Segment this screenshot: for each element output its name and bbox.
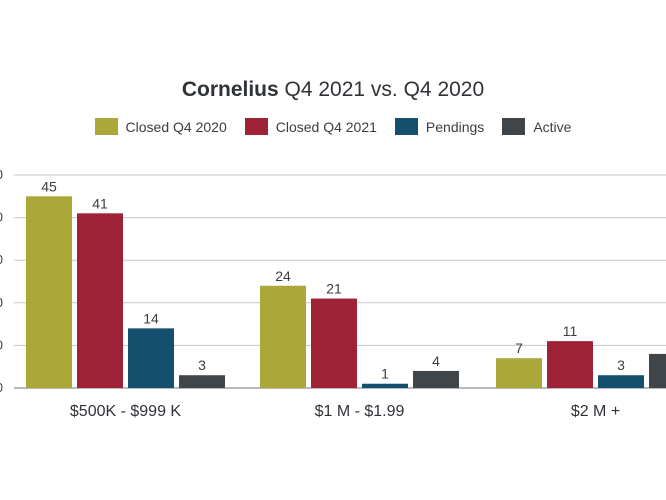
data-label: 41	[92, 195, 108, 211]
bar	[179, 375, 225, 388]
legend-swatch	[502, 118, 526, 135]
bar	[496, 358, 542, 388]
legend-label: Closed Q4 2020	[125, 118, 227, 135]
legend-item-0: Closed Q4 2020	[94, 118, 227, 135]
data-label: 4	[432, 353, 440, 369]
legend-item-1: Closed Q4 2021	[244, 118, 377, 135]
x-category-label: $500K - $999 K	[70, 403, 182, 420]
data-label: 24	[275, 268, 291, 284]
bar	[77, 213, 123, 388]
legend-item-2: Pendings	[394, 118, 485, 135]
bar	[413, 370, 459, 388]
x-category-label: $2 M +	[571, 403, 620, 420]
y-tick-label: 0	[0, 167, 3, 182]
chart-title-rest: Q4 2021 vs. Q4 2020	[284, 78, 485, 101]
data-label: 3	[198, 357, 206, 373]
legend-swatch	[94, 118, 118, 135]
bar	[260, 285, 306, 388]
bar	[311, 298, 357, 388]
chart-title: Cornelius Q4 2021 vs. Q4 2020	[0, 78, 666, 102]
legend-label: Closed Q4 2021	[275, 118, 377, 135]
legend-item-3: Active	[502, 118, 571, 135]
data-label: 21	[326, 281, 342, 297]
bar	[547, 341, 593, 388]
chart-title-bold: Cornelius	[181, 78, 279, 101]
data-label: 11	[563, 323, 578, 339]
bar	[362, 383, 408, 388]
bar	[598, 375, 644, 388]
legend-swatch	[244, 118, 268, 135]
legend-label: Active	[533, 118, 572, 135]
y-tick-label: 0	[0, 380, 3, 395]
data-label: 1	[381, 366, 389, 382]
y-tick-label: 0	[0, 252, 3, 267]
bar	[128, 328, 174, 388]
chart-legend: Closed Q4 2020 Closed Q4 2021 Pendings Acti…	[0, 118, 666, 135]
y-tick-label: 0	[0, 210, 3, 225]
x-category-label: $1 M - $1.99	[315, 403, 405, 420]
bar	[649, 353, 666, 388]
data-label: 45	[41, 178, 57, 194]
data-label: 14	[143, 310, 159, 326]
data-label: 3	[617, 357, 625, 373]
data-label: 7	[515, 340, 523, 356]
legend-swatch	[394, 118, 418, 135]
y-tick-label: 0	[0, 295, 3, 310]
legend-label: Pendings	[425, 118, 485, 135]
bar	[26, 196, 72, 388]
y-tick-label: 0	[0, 337, 3, 352]
